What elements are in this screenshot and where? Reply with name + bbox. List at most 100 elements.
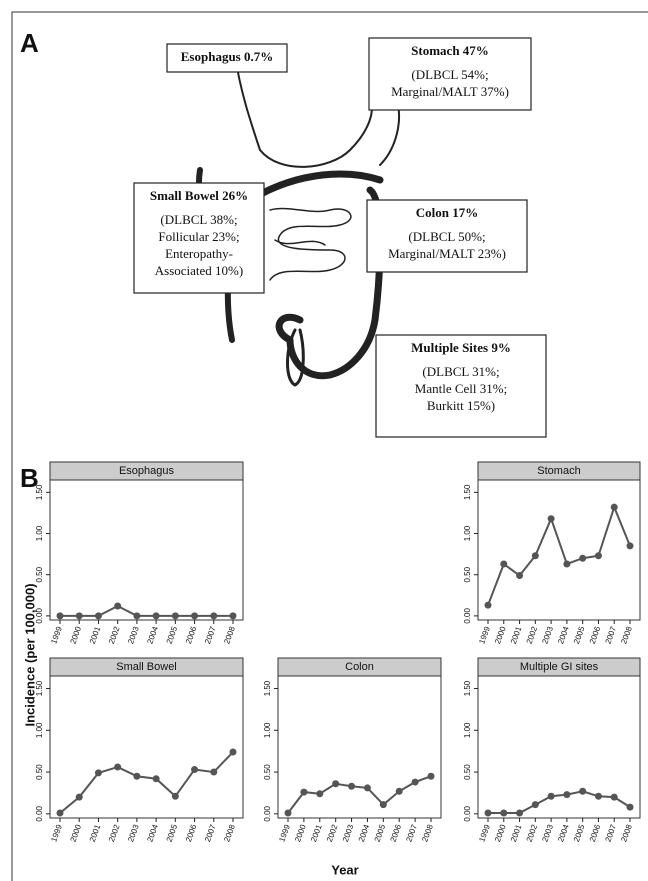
x-tick-label: 2004 [556,625,571,645]
y-tick-label: 1.00 [263,722,272,738]
y-tick-label: 1.50 [35,484,44,500]
x-tick-label: 2006 [184,625,199,645]
annotation-line: (DLBCL 38%; [160,212,237,227]
x-tick-label: 2001 [509,625,524,645]
x-tick-label: 2003 [341,823,356,843]
data-point [484,601,492,609]
data-point [114,763,122,771]
data-point [594,552,602,560]
x-tick-label: 2003 [540,625,555,645]
figure-frame [11,11,648,881]
data-point [547,515,555,523]
y-tick-label: 1.00 [463,525,472,541]
data-point [94,769,102,777]
x-tick-label: 2000 [493,625,508,645]
x-tick-label: 2001 [88,823,103,843]
data-point [594,792,602,800]
data-point [610,503,618,511]
x-tick-label: 2005 [373,823,388,843]
data-point [56,612,64,620]
y-tick-label: 1.50 [35,680,44,696]
y-tick-label: 1.50 [463,484,472,500]
data-point [427,772,435,780]
x-tick-label: 2006 [588,823,603,843]
annotation-title: Esophagus 0.7% [181,49,273,64]
small-multiple: Small Bowel 0.00 0.50 1.00 1.50 1999 2000 2001 2… [35,657,244,843]
x-tick-label: 2006 [184,823,199,843]
x-tick-label: 2000 [69,625,84,645]
data-point [152,775,160,783]
annotation-line: Enteropathy- [165,246,233,261]
data-point [500,560,508,568]
annotation-line: Marginal/MALT 37%) [391,84,509,99]
annotation-title: Multiple Sites 9% [411,340,511,355]
x-tick-label: 2000 [293,823,308,843]
plot-frame [477,479,641,621]
data-point [363,784,371,792]
y-tick-label: 1.00 [35,722,44,738]
x-tick-label: 2004 [145,823,160,843]
x-tick-label: 2007 [203,625,218,645]
data-point [316,790,324,798]
y-tick-label: 1.00 [463,722,472,738]
plot-frame [49,479,244,621]
chart-title: Small Bowel [116,661,177,673]
data-point [75,793,83,801]
x-tick-label: 2000 [69,823,84,843]
data-point [516,572,524,580]
data-point [563,791,571,799]
y-axis-label: Incidence (per 100,000) [22,583,37,726]
x-tick-label: 2001 [88,625,103,645]
x-tick-label: 1999 [477,823,492,843]
panel-label: B [20,463,39,493]
x-tick-label: 2008 [619,823,634,843]
x-tick-label: 2003 [126,625,141,645]
data-point [229,748,237,756]
data-point [516,809,524,817]
data-point [114,602,122,610]
x-tick-label: 2005 [572,625,587,645]
annotation-title: Colon 17% [416,205,478,220]
y-tick-label: 0.50 [463,764,472,780]
x-tick-label: 2002 [107,625,122,645]
data-point [531,801,539,809]
chart-title: Esophagus [119,465,175,477]
chart-title: Stomach [537,465,580,477]
data-point [610,793,618,801]
annotation-line: (DLBCL 31%; [422,364,499,379]
data-point [563,560,571,568]
annotation-line: Associated 10%) [155,263,243,278]
data-point [547,792,555,800]
x-tick-label: 2007 [604,625,619,645]
data-point [300,788,308,796]
y-tick-label: 1.50 [463,680,472,696]
x-tick-label: 2005 [165,625,180,645]
data-point [484,809,492,817]
x-tick-label: 2008 [222,625,237,645]
x-tick-label: 1999 [477,625,492,645]
data-point [56,809,64,817]
annotation-line: Burkitt 15%) [427,398,495,413]
data-point [500,809,508,817]
x-tick-label: 2005 [165,823,180,843]
x-tick-label: 2008 [222,823,237,843]
data-point [395,787,403,795]
data-point [210,768,218,776]
data-point [133,772,141,780]
plot-frame [49,675,244,819]
y-tick-label: 0.50 [35,566,44,582]
x-tick-label: 2005 [572,823,587,843]
x-tick-label: 2007 [404,823,419,843]
data-point [152,612,160,620]
y-tick-label: 1.00 [35,525,44,541]
data-point [411,778,419,786]
y-tick-label: 0.00 [463,608,472,624]
x-tick-label: 2004 [357,823,372,843]
x-tick-label: 2001 [309,823,324,843]
data-point [579,787,587,795]
x-tick-label: 2004 [556,823,571,843]
x-tick-label: 2002 [525,823,540,843]
